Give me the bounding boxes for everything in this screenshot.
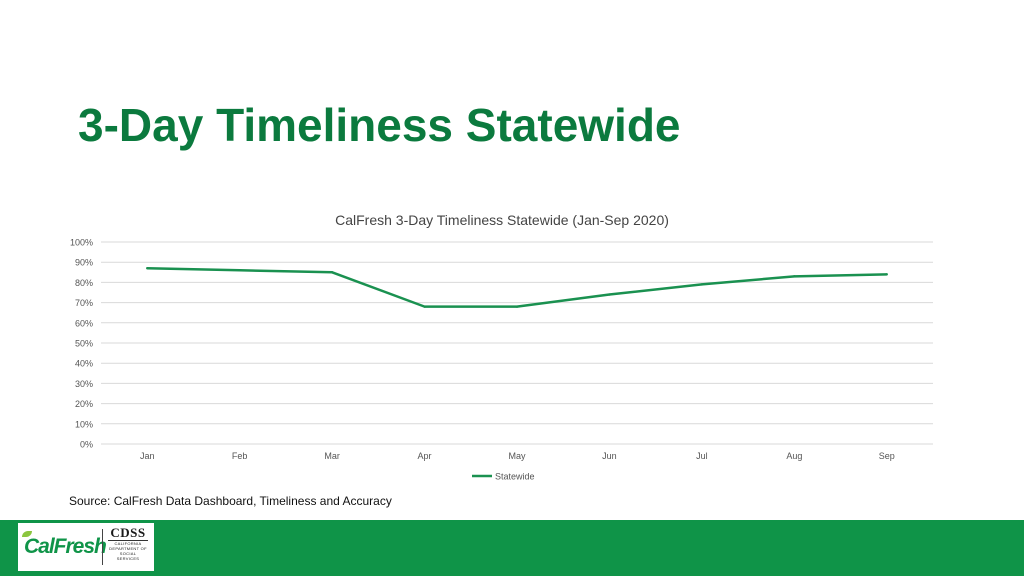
x-tick-label: Feb [232,451,248,461]
source-note: Source: CalFresh Data Dashboard, Timelin… [69,494,392,508]
data-point [146,267,149,270]
cdss-logo: CDSS California Department of Social Ser… [108,526,148,568]
data-point [330,271,334,274]
y-tick-label: 20% [75,399,93,409]
x-tick-label: Aug [786,451,802,461]
y-tick-label: 90% [75,258,93,268]
data-point [700,283,704,286]
logo-panel: CalFresh CDSS California Department of S… [18,523,154,571]
x-tick-label: Jul [696,451,708,461]
data-point [885,273,888,276]
x-tick-label: Apr [418,451,432,461]
calfresh-logo: CalFresh [24,535,107,558]
data-point [793,275,796,278]
y-tick-label: 50% [75,339,93,349]
data-point [608,293,611,296]
cdss-logo-subline: Social Services [116,551,140,561]
y-tick-label: 40% [75,359,93,369]
line-chart: CalFresh 3-Day Timeliness Statewide (Jan… [0,200,1024,490]
y-tick-label: 0% [80,440,93,450]
x-tick-label: May [508,451,526,461]
chart-title: CalFresh 3-Day Timeliness Statewide (Jan… [335,212,669,228]
y-tick-label: 70% [75,298,93,308]
x-tick-label: Jun [602,451,617,461]
y-tick-label: 60% [75,318,93,328]
y-tick-label: 80% [75,278,93,288]
cdss-logo-subline: Department of [109,546,147,551]
logo-divider [102,529,103,565]
chart-canvas: 0% 10% 20% 30% 40% 50% 60% 70% 80% 90% 100% Jan Feb M… [70,238,933,482]
slide-title: 3-Day Timeliness Statewide [78,99,681,151]
x-tick-label: Jan [140,451,155,461]
footer-bar [0,520,1024,576]
data-point [515,305,519,308]
cdss-logo-subline: California [114,541,142,546]
x-tick-label: Mar [324,451,340,461]
data-point [423,305,426,308]
data-point [238,269,241,272]
y-tick-label: 10% [75,419,93,429]
leaf-icon [22,531,32,537]
series-line-statewide [147,267,887,308]
legend-label: Statewide [495,472,535,482]
x-tick-label: Sep [879,451,895,461]
y-tick-label: 30% [75,379,93,389]
y-tick-label: 100% [70,238,93,248]
cdss-logo-text: CDSS [108,526,148,541]
